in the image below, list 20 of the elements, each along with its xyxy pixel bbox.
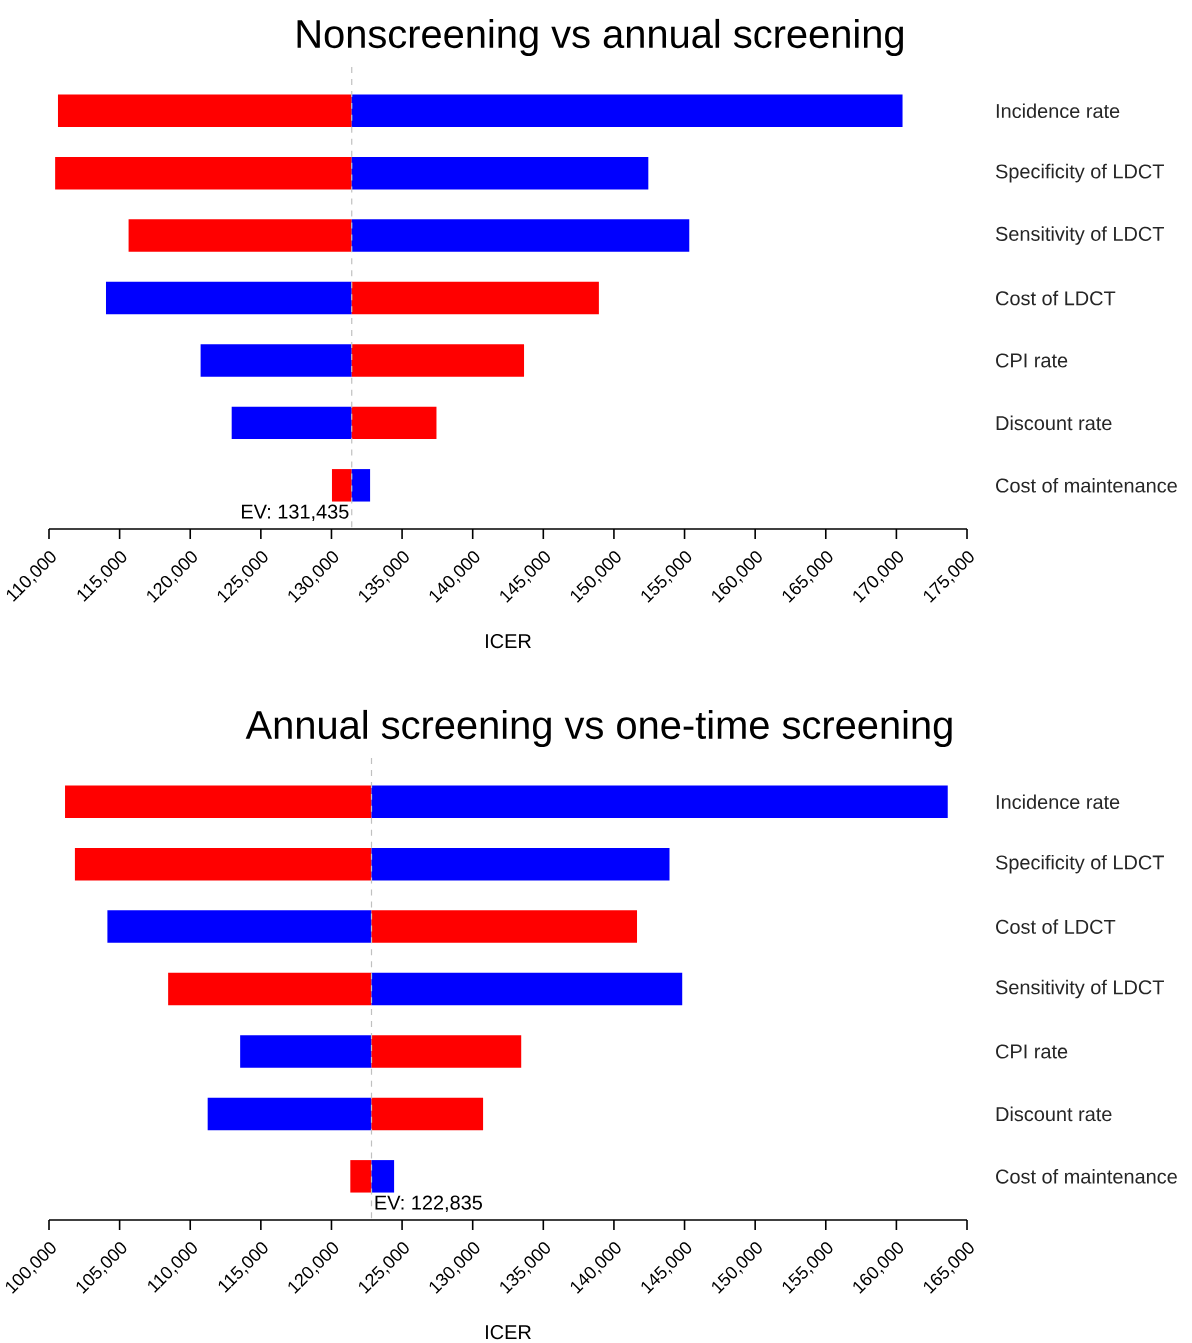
y-tick-label: Incidence rate (996, 794, 1120, 810)
y-tick-label: Sensitivity of LDCT (995, 226, 1164, 245)
y-tick-label: Specificity of LDCT (995, 854, 1164, 874)
y-tick-label: Incidence rate (996, 103, 1120, 119)
x-axis-title: ICER (486, 1325, 531, 1340)
y-tick-label: Specificity of LDCT (995, 163, 1164, 183)
ref-line-label: EV: 122,835 (375, 1195, 482, 1213)
y-tick-label: Cost of maintenance (996, 1169, 1177, 1184)
y-tick-label: CPI rate (996, 1044, 1068, 1059)
y-tick-label: CPI rate (996, 353, 1068, 368)
chart-title: Annual screening vs one-time screening (245, 709, 952, 748)
y-tick-label: Cost of LDCT (996, 290, 1116, 306)
y-tick-label: Cost of maintenance (996, 478, 1177, 493)
y-tick-label: Cost of LDCT (996, 919, 1116, 934)
chart-title: Nonscreening vs annual screening (297, 18, 903, 57)
y-tick-label: Discount rate (996, 415, 1112, 431)
ref-line-label: EV: 131,435 (242, 504, 349, 522)
y-tick-label: Sensitivity of LDCT (995, 979, 1164, 999)
x-axis-title: ICER (486, 634, 531, 649)
y-tick-label: Discount rate (996, 1106, 1112, 1122)
